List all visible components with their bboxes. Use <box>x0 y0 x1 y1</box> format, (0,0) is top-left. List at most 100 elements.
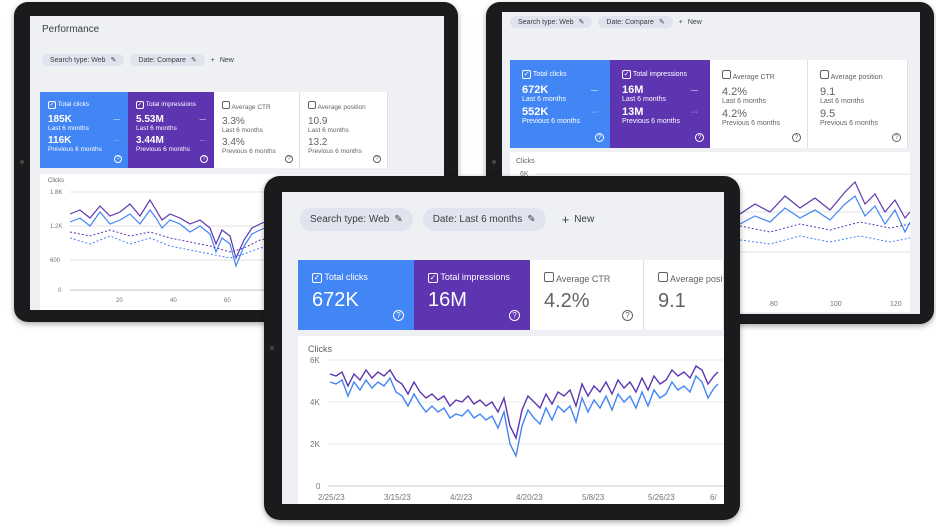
clicks-current-line <box>69 208 279 268</box>
total-impressions-card[interactable]: ✓ Total impressions 16M ? <box>414 260 530 330</box>
help-icon[interactable]: ? <box>792 133 801 142</box>
average-position-card[interactable]: Average position 9.1 Last 6 months 9.5 P… <box>808 60 908 148</box>
legend-dashed-line-icon: ··· <box>691 108 698 116</box>
average-position-card[interactable]: Average position 9.1 <box>644 260 724 330</box>
date-chip[interactable]: Date: Compare ✎ <box>130 54 205 66</box>
checkbox-checked-icon: ✓ <box>48 101 56 109</box>
y-tick: 6K <box>310 356 320 365</box>
x-tick: 5/8/23 <box>582 493 605 502</box>
x-tick: 20 <box>116 298 123 304</box>
edit-pencil-icon: ✎ <box>394 214 403 225</box>
help-icon[interactable]: ? <box>695 133 704 142</box>
help-icon[interactable]: ? <box>509 310 520 321</box>
chart-label: Clicks <box>308 344 332 354</box>
new-filter-button[interactable]: + New <box>678 18 702 26</box>
y-tick: 6K <box>520 171 529 178</box>
date-chip[interactable]: Date: Compare ✎ <box>598 16 673 28</box>
legend-solid-line-icon: — <box>113 116 121 123</box>
checkbox-empty-icon <box>658 272 668 282</box>
metric-cards: ✓ Total clicks 672K ? ✓ Total impression… <box>298 260 724 330</box>
y-tick: 600 <box>50 258 61 264</box>
filter-bar: Search type: Web ✎ Date: Last 6 months ✎ +… <box>300 208 600 231</box>
plus-icon: + <box>210 56 215 64</box>
total-impressions-card[interactable]: ✓ Total impressions 5.53M — Last 6 months… <box>128 92 214 168</box>
date-chip[interactable]: Date: Last 6 months ✎ <box>422 208 546 231</box>
chart-label: Clicks <box>516 158 535 165</box>
metric-cards: ✓ Total clicks 672K — Last 6 months 552K ·… <box>510 60 908 148</box>
legend-solid-line-icon: — <box>199 116 207 123</box>
metric-cards: ✓ Total clicks 185K — Last 6 months 116K ·… <box>40 92 388 168</box>
x-tick: 6/ <box>710 493 717 502</box>
average-ctr-card[interactable]: Average CTR 3.3% Last 6 months 3.4% Prev… <box>214 92 300 168</box>
total-clicks-card[interactable]: ✓ Total clicks 185K — Last 6 months 116K ·… <box>40 92 128 168</box>
search-type-chip[interactable]: Search type: Web ✎ <box>300 208 413 231</box>
x-tick: 4/20/23 <box>516 493 543 502</box>
impressions-current-line <box>739 180 910 220</box>
checkbox-checked-icon: ✓ <box>312 273 322 283</box>
impressions-current-line <box>69 198 279 260</box>
total-clicks-card[interactable]: ✓ Total clicks 672K ? <box>298 260 414 330</box>
y-tick: 1.8K <box>50 190 62 196</box>
edit-pencil-icon: ✎ <box>527 214 536 225</box>
search-type-chip[interactable]: Search type: Web ✎ <box>42 54 125 66</box>
clicks-previous-line <box>739 235 910 245</box>
total-impressions-card[interactable]: ✓ Total impressions 16M — Last 6 months 1… <box>610 60 710 148</box>
checkbox-empty-icon <box>820 70 829 79</box>
filter-bar: Search type: Web ✎ Date: Compare ✎ + New <box>510 16 702 28</box>
plus-icon: + <box>561 212 570 227</box>
y-tick: 2K <box>310 440 320 449</box>
total-clicks-card[interactable]: ✓ Total clicks 672K — Last 6 months 552K ·… <box>510 60 610 148</box>
help-icon[interactable]: ? <box>285 155 293 163</box>
left-tablet: Performance Search type: Web ✎ Date: Comp… <box>14 2 458 322</box>
x-tick: 40 <box>170 298 177 304</box>
camera-dot <box>492 160 496 164</box>
help-icon[interactable]: ? <box>892 133 901 142</box>
legend-solid-line-icon: — <box>591 86 598 94</box>
plus-icon: + <box>678 18 683 26</box>
checkbox-checked-icon: ✓ <box>622 70 631 79</box>
center-clicks-chart: 6K 4K 2K 0 2/25/23 3/15/23 4/2/23 4/20/2… <box>310 356 724 502</box>
center-screen: Search type: Web ✎ Date: Last 6 months ✎ +… <box>282 192 724 504</box>
edit-pencil-icon: ✎ <box>110 57 117 64</box>
x-tick: 100 <box>830 301 842 308</box>
y-tick: 1.2K <box>50 224 62 230</box>
help-icon[interactable]: ? <box>595 133 604 142</box>
legend-dashed-line-icon: ··· <box>591 108 598 116</box>
edit-pencil-icon: ✎ <box>190 57 197 64</box>
x-tick: 5/26/23 <box>648 493 675 502</box>
help-icon[interactable]: ? <box>200 155 208 163</box>
help-icon[interactable]: ? <box>622 310 633 321</box>
edit-pencil-icon: ✎ <box>658 19 665 26</box>
x-tick: 80 <box>770 301 778 308</box>
camera-dot <box>20 160 24 164</box>
checkbox-empty-icon <box>308 101 316 109</box>
average-ctr-card[interactable]: Average CTR 4.2% Last 6 months 4.2% Prev… <box>710 60 808 148</box>
new-filter-button[interactable]: + New <box>210 56 234 64</box>
legend-dashed-line-icon: ··· <box>199 137 207 144</box>
checkbox-checked-icon: ✓ <box>522 70 531 79</box>
filter-bar: Search type: Web ✎ Date: Compare ✎ + New <box>42 54 234 66</box>
new-filter-button[interactable]: + New <box>561 212 595 227</box>
checkbox-checked-icon: ✓ <box>136 101 144 109</box>
impressions-previous-line <box>739 221 910 233</box>
impressions-previous-line <box>69 229 279 253</box>
x-tick: 3/15/23 <box>384 493 411 502</box>
checkbox-empty-icon <box>222 101 230 109</box>
center-tablet: Search type: Web ✎ Date: Last 6 months ✎ +… <box>264 176 740 520</box>
edit-pencil-icon: ✎ <box>578 19 585 26</box>
checkbox-empty-icon <box>544 272 554 282</box>
clicks-line <box>329 374 719 459</box>
average-position-card[interactable]: Average position 10.9 Last 6 months 13.2… <box>300 92 388 168</box>
x-tick: 60 <box>224 298 231 304</box>
page-title: Performance <box>42 24 100 35</box>
legend-solid-line-icon: — <box>691 86 698 94</box>
y-tick: 0 <box>58 288 62 294</box>
search-type-chip[interactable]: Search type: Web ✎ <box>510 16 593 28</box>
help-icon[interactable]: ? <box>114 155 122 163</box>
camera-dot <box>270 346 274 350</box>
help-icon[interactable]: ? <box>373 155 381 163</box>
help-icon[interactable]: ? <box>393 310 404 321</box>
chart-area: Clicks 6K 4K 2K 0 2/25/23 3/15/23 4/2/23… <box>298 336 724 504</box>
x-tick: 4/2/23 <box>450 493 473 502</box>
average-ctr-card[interactable]: Average CTR 4.2% ? <box>530 260 644 330</box>
